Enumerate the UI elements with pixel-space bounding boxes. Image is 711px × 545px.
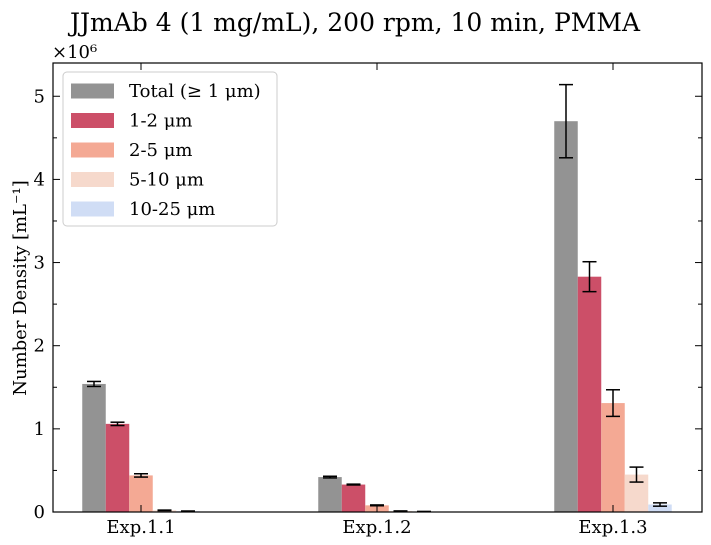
bar-s3-exp-1-3 [624, 474, 649, 512]
bar-s4-exp-1-3 [648, 504, 672, 512]
y-tick-label-2: 2 [34, 336, 45, 357]
errorbar-s0-exp-1-1 [87, 380, 101, 388]
y-tick-label-3: 3 [34, 253, 45, 274]
bar-s2-exp-1-3 [601, 403, 625, 512]
x-tick-label-1: Exp.1.2 [342, 517, 411, 538]
errorbar-s1-exp-1-1 [110, 421, 125, 427]
errorbar-s0-exp-1-2 [323, 475, 337, 479]
x-tick-label-0: Exp.1.1 [106, 517, 175, 538]
errorbar-s3-exp-1-3 [629, 466, 644, 483]
errorbar-s1-exp-1-2 [346, 483, 361, 486]
legend-label-2: 2-5 μm [129, 140, 192, 161]
errorbar-s2-exp-1-3 [606, 389, 620, 418]
chart-title: JJmAb 4 (1 mg/mL), 200 rpm, 10 min, PMMA [67, 8, 641, 37]
legend-swatch-1 [71, 113, 114, 128]
ticks-layer: 0 1 2 3 4 5 Exp.1.1 Exp.1.2 Exp.1.3 [34, 63, 702, 538]
legend-swatch-2 [71, 142, 114, 158]
x-tick-label-2: Exp.1.3 [578, 517, 647, 538]
bars-layer [82, 121, 672, 512]
legend-label-4: 10-25 μm [129, 199, 215, 220]
y-tick-label-0: 0 [34, 502, 45, 523]
legend-label-3: 5-10 μm [129, 170, 204, 191]
errorbars-layer [87, 83, 667, 513]
legend-swatch-3 [71, 172, 114, 187]
legend-swatch-0 [71, 83, 114, 99]
bar-s1-exp-1-1 [105, 423, 130, 512]
bar-s2-exp-1-1 [129, 475, 153, 512]
bar-s0-exp-1-2 [318, 477, 342, 512]
errorbar-s4-exp-1-3 [653, 502, 667, 507]
bar-s0-exp-1-3 [554, 121, 578, 512]
y-tick-label-5: 5 [34, 86, 45, 107]
errorbar-s1-exp-1-3 [582, 260, 597, 293]
y-axis-multiplier: ×10⁶ [52, 42, 97, 63]
legend-label-0: Total (≥ 1 μm) [129, 81, 261, 102]
bar-s1-exp-1-3 [577, 276, 602, 512]
legend-swatch-4 [71, 201, 114, 217]
legend-label-1: 1-2 μm [129, 111, 192, 132]
plot-frame [52, 62, 703, 513]
legend: Total (≥ 1 μm) 1-2 μm 2-5 μm 5-10 μm 10-25 μ… [62, 71, 278, 227]
legend-box [62, 71, 278, 227]
y-axis-label: Number Density [mL⁻¹] [10, 180, 31, 396]
bar-s1-exp-1-2 [341, 484, 366, 512]
errorbar-s0-exp-1-3 [559, 83, 573, 159]
errorbar-s2-exp-1-1 [134, 473, 148, 478]
y-tick-label-1: 1 [34, 419, 45, 440]
bar-s0-exp-1-1 [82, 383, 106, 512]
y-tick-label-4: 4 [34, 169, 45, 190]
